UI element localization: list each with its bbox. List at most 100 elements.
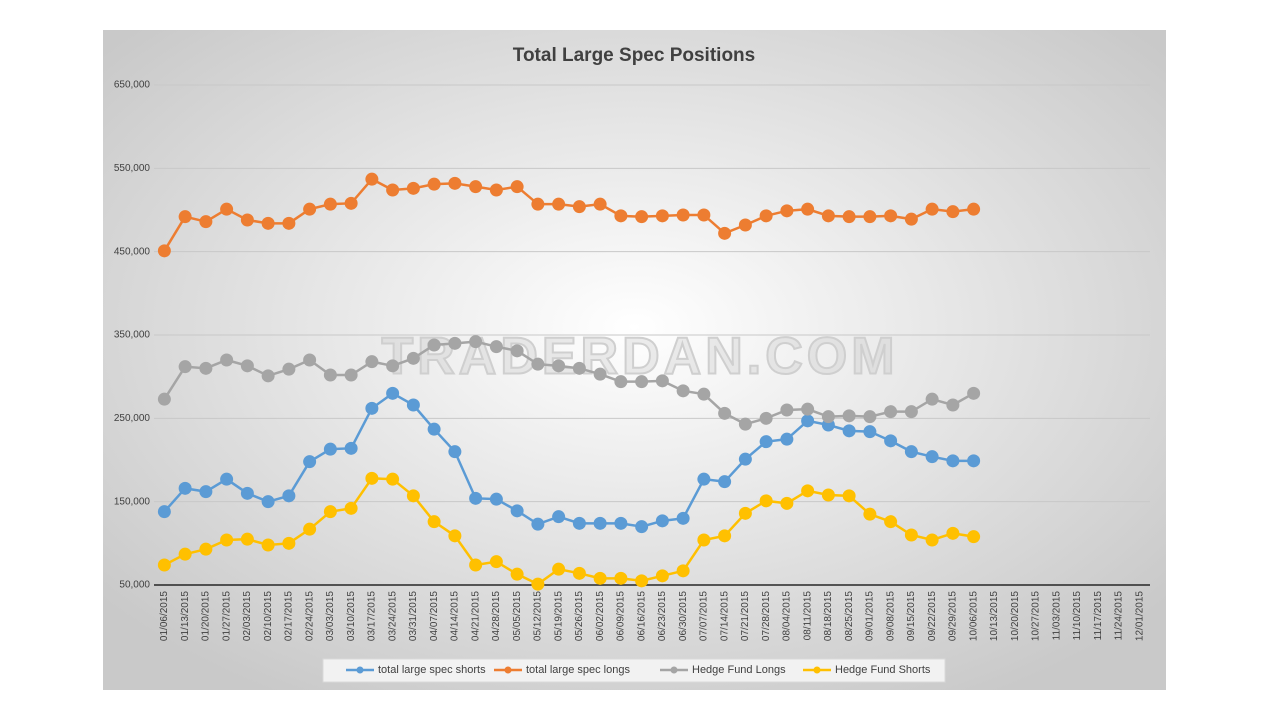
data-point bbox=[759, 435, 773, 449]
data-point bbox=[510, 504, 524, 518]
data-point bbox=[572, 516, 586, 530]
data-point bbox=[967, 454, 981, 468]
data-point bbox=[863, 425, 877, 439]
data-point bbox=[614, 516, 628, 530]
data-point bbox=[946, 454, 960, 468]
data-point bbox=[261, 538, 275, 552]
x-tick-label: 03/24/2015 bbox=[387, 591, 398, 641]
data-point bbox=[697, 472, 711, 486]
data-point bbox=[220, 472, 234, 486]
data-point bbox=[884, 515, 898, 529]
data-point bbox=[427, 177, 441, 191]
data-point bbox=[697, 533, 711, 547]
data-point bbox=[157, 505, 171, 519]
x-tick-label: 02/10/2015 bbox=[263, 591, 274, 641]
data-point bbox=[801, 414, 815, 428]
data-point bbox=[759, 494, 773, 508]
data-point bbox=[531, 197, 545, 211]
data-point bbox=[448, 336, 462, 350]
chart-title: Total Large Spec Positions bbox=[513, 45, 755, 66]
legend-label: total large spec shorts bbox=[378, 664, 486, 676]
data-point bbox=[344, 501, 358, 515]
data-point bbox=[738, 452, 752, 466]
data-point bbox=[365, 172, 379, 186]
data-point bbox=[614, 209, 628, 223]
x-tick-label: 12/01/2015 bbox=[1134, 591, 1145, 641]
data-point bbox=[842, 424, 856, 438]
data-point bbox=[593, 516, 607, 530]
data-point bbox=[531, 357, 545, 371]
x-tick-label: 09/29/2015 bbox=[948, 591, 959, 641]
data-point bbox=[780, 403, 794, 417]
data-point bbox=[759, 209, 773, 223]
data-point bbox=[427, 515, 441, 529]
data-point bbox=[904, 405, 918, 419]
data-point bbox=[427, 422, 441, 436]
legend-box bbox=[322, 658, 946, 683]
data-point bbox=[718, 475, 732, 489]
x-tick-label: 10/06/2015 bbox=[968, 591, 979, 641]
data-point bbox=[157, 244, 171, 258]
x-tick-label: 07/21/2015 bbox=[740, 591, 751, 641]
data-point bbox=[178, 547, 192, 561]
data-point bbox=[303, 455, 317, 469]
data-point bbox=[469, 180, 483, 194]
data-point bbox=[676, 564, 690, 578]
x-tick-label: 05/05/2015 bbox=[512, 591, 523, 641]
x-tick-label: 02/03/2015 bbox=[242, 591, 253, 641]
data-point bbox=[821, 488, 835, 502]
data-point bbox=[801, 402, 815, 416]
data-point bbox=[386, 386, 400, 400]
data-point bbox=[489, 492, 503, 506]
data-point bbox=[635, 210, 649, 224]
data-point bbox=[240, 213, 254, 227]
data-point bbox=[593, 367, 607, 381]
x-tick-label: 04/28/2015 bbox=[491, 591, 502, 641]
data-point bbox=[738, 417, 752, 431]
data-point bbox=[614, 571, 628, 585]
data-point bbox=[884, 209, 898, 223]
data-point bbox=[863, 210, 877, 224]
x-tick-label: 11/24/2015 bbox=[1114, 591, 1125, 641]
x-tick-label: 03/31/2015 bbox=[408, 591, 419, 641]
data-point bbox=[946, 398, 960, 412]
data-point bbox=[406, 351, 420, 365]
data-point bbox=[489, 555, 503, 569]
x-tick-label: 01/27/2015 bbox=[221, 591, 232, 641]
data-point bbox=[967, 530, 981, 544]
x-tick-label: 06/30/2015 bbox=[678, 591, 689, 641]
x-tick-label: 08/18/2015 bbox=[823, 591, 834, 641]
x-tick-label: 04/14/2015 bbox=[450, 591, 461, 641]
data-point bbox=[386, 359, 400, 373]
x-tick-label: 06/23/2015 bbox=[657, 591, 668, 641]
data-point bbox=[220, 353, 234, 367]
data-point bbox=[697, 387, 711, 401]
data-point bbox=[801, 202, 815, 216]
data-point bbox=[780, 204, 794, 218]
legend-marker bbox=[504, 666, 512, 674]
y-tick-label: 350,000 bbox=[114, 330, 151, 341]
data-point bbox=[552, 359, 566, 373]
x-tick-label: 07/07/2015 bbox=[699, 591, 710, 641]
data-point bbox=[635, 520, 649, 534]
data-point bbox=[635, 375, 649, 389]
data-point bbox=[199, 542, 213, 556]
x-tick-label: 02/24/2015 bbox=[304, 591, 315, 641]
legend-label: Hedge Fund Shorts bbox=[835, 664, 931, 676]
data-point bbox=[925, 450, 939, 464]
data-point bbox=[261, 369, 275, 383]
data-point bbox=[323, 368, 337, 382]
data-point bbox=[738, 506, 752, 520]
data-point bbox=[676, 511, 690, 525]
watermark: TRADERDAN.COM bbox=[381, 328, 898, 386]
x-tick-label: 08/04/2015 bbox=[782, 591, 793, 641]
data-point bbox=[821, 209, 835, 223]
data-point bbox=[572, 566, 586, 580]
data-point bbox=[925, 533, 939, 547]
x-tick-label: 09/22/2015 bbox=[927, 591, 938, 641]
data-point bbox=[240, 532, 254, 546]
data-point bbox=[406, 398, 420, 412]
x-tick-label: 01/13/2015 bbox=[180, 591, 191, 641]
x-tick-label: 10/27/2015 bbox=[1031, 591, 1042, 641]
data-point bbox=[303, 202, 317, 216]
